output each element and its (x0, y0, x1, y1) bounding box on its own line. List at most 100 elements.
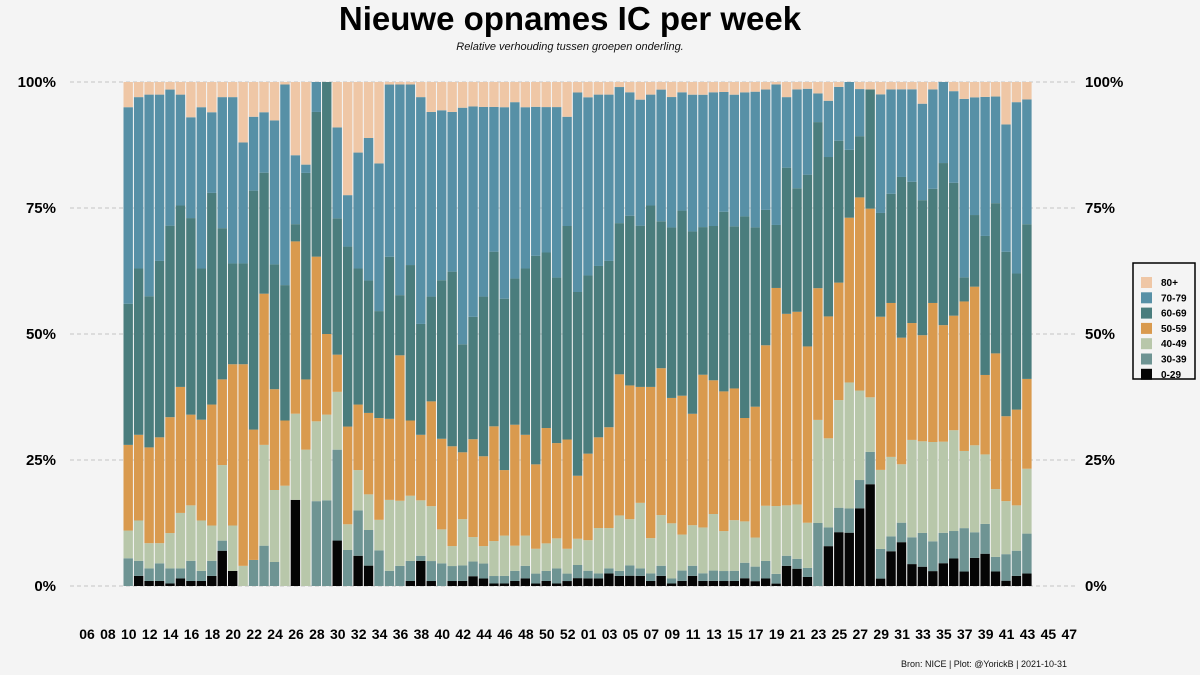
bar-segment (990, 82, 1001, 97)
bar-segment (447, 581, 457, 586)
bar-segment (447, 271, 457, 447)
bar-segment (969, 557, 980, 586)
bar-segment (959, 528, 969, 572)
bar-segment (290, 241, 301, 414)
bar-segment (750, 91, 760, 228)
bar-segment (917, 532, 928, 567)
bar-segment (969, 215, 980, 287)
x-tick-label: 13 (706, 626, 722, 642)
bar-segment (123, 303, 133, 445)
bar-segment (332, 218, 342, 355)
bar-segment (426, 561, 436, 582)
x-tick-label: 37 (957, 626, 973, 642)
x-tick-label: 40 (435, 626, 451, 642)
bar-segment (677, 82, 687, 93)
bar-segment (656, 82, 666, 90)
bar-segment (729, 580, 739, 586)
x-axis: 06 08 10 12 14 16 18 20 22 24 26 28 30 32 34 36 38 40 42 44… (79, 626, 1077, 642)
bar-segment (969, 97, 980, 216)
bar-segment (426, 296, 436, 402)
bar-segment (938, 82, 948, 164)
bar-segment (1011, 575, 1022, 586)
bar-segment (865, 89, 875, 209)
bar-segment (447, 111, 457, 272)
bar-segment (175, 94, 186, 206)
bar-segment (907, 82, 917, 90)
bar-segment (593, 437, 604, 529)
bar-segment (583, 97, 593, 276)
bar-segment (520, 82, 530, 108)
bar-segment (813, 523, 823, 586)
bar-segment (719, 91, 729, 212)
bar-segment (395, 82, 405, 85)
x-tick-label: 08 (100, 626, 116, 642)
bar-segment (959, 450, 969, 529)
bar-segment (280, 485, 290, 586)
legend-swatch (1141, 353, 1152, 365)
bar-segment (865, 484, 875, 586)
y-tick-label: 100% (1085, 74, 1123, 91)
bar-segment (228, 570, 238, 586)
bar-segment (687, 413, 698, 526)
bar-segment (844, 508, 854, 533)
bar-segment (760, 505, 771, 561)
bar-segment (269, 82, 280, 121)
bar-segment (666, 82, 677, 98)
bar-segment (133, 520, 144, 561)
bar-segment (865, 397, 875, 452)
bar-segment (426, 506, 436, 562)
bar-segment (802, 346, 813, 523)
bar-segment (301, 82, 311, 165)
bar-segment (708, 380, 719, 514)
bar-segment (813, 82, 823, 94)
bar-segment (698, 573, 708, 581)
bar-segment (311, 501, 321, 586)
bar-segment (896, 522, 907, 543)
bar-segment (928, 571, 938, 586)
bar-segment (248, 82, 259, 117)
bar-segment (551, 538, 562, 569)
x-tick-label: 11 (686, 626, 701, 642)
legend-swatch (1141, 277, 1152, 288)
bar-segment (228, 82, 238, 98)
bar-segment (457, 452, 468, 520)
bar-segment (896, 176, 907, 338)
bar-segment (625, 575, 635, 586)
bar-segment (740, 578, 750, 586)
bar-segment (144, 447, 154, 544)
bar-segment (781, 505, 792, 556)
bar-segment (248, 190, 259, 430)
bar-segment (478, 578, 489, 586)
bar-segment (855, 197, 865, 391)
bar-segment (207, 192, 217, 405)
bar-segment (834, 400, 844, 508)
bars (123, 82, 1032, 586)
bar-segment (604, 82, 614, 95)
bar-segment (478, 106, 489, 297)
bar-segment (583, 578, 593, 586)
bar-segment (144, 296, 154, 448)
bar-segment (896, 89, 907, 177)
bar-segment (332, 127, 342, 219)
bar-segment (468, 316, 478, 440)
bar-segment (938, 325, 948, 442)
legend-label: 70-79 (1161, 293, 1187, 304)
x-tick-label: 33 (915, 626, 931, 642)
bar-segment (374, 550, 384, 586)
legend-label: 60-69 (1161, 309, 1187, 320)
bar-segment (196, 570, 207, 581)
bar-segment (593, 573, 604, 579)
x-tick-label: 34 (372, 626, 388, 642)
bar-segment (468, 576, 478, 586)
bar-segment (583, 453, 593, 541)
bar-segment (855, 480, 865, 509)
bar-segment (499, 82, 510, 108)
bar-segment (760, 209, 771, 346)
bar-segment (489, 106, 499, 252)
bar-segment (426, 401, 436, 507)
bar-segment (719, 581, 729, 586)
bar-segment (677, 395, 687, 535)
x-tick-label: 05 (623, 626, 639, 642)
bar-segment (175, 512, 186, 569)
bar-segment (928, 302, 938, 442)
